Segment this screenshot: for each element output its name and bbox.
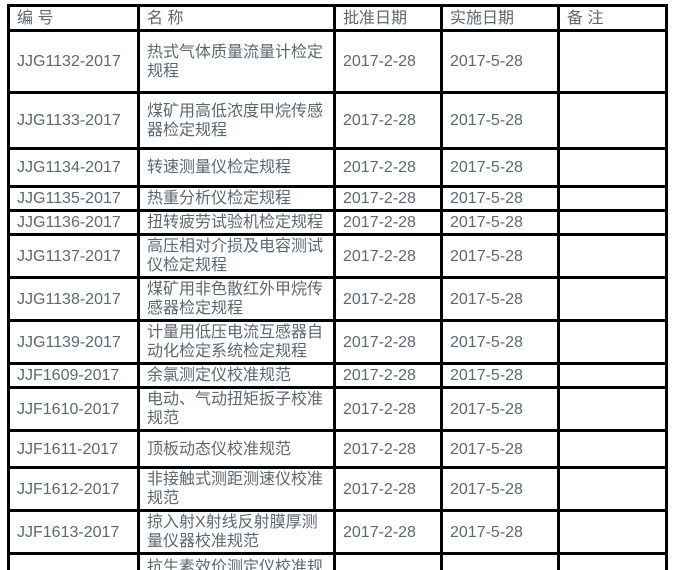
approval-date-cell: 2017-2-28 (333, 509, 443, 555)
code-cell: JJF1609-2017 (7, 362, 140, 389)
name-cell: 非接触式测距测速仪校准规范 (137, 466, 336, 512)
implementation-date-cell: 2017-5-28 (440, 276, 560, 322)
name-cell: 扭转疲劳试验机检定规程 (137, 209, 336, 236)
header-row: 编 号 名 称 批准日期 实施日期 备 注 (7, 4, 668, 32)
remark-cell (557, 552, 668, 570)
column-header-implementation-date: 实施日期 (440, 4, 560, 32)
approval-date-cell: 2017-2-28 (333, 209, 443, 236)
code-cell: JJG1135-2017 (7, 185, 140, 212)
implementation-date-cell: 2017-5-28 (440, 29, 560, 94)
remark-cell (557, 466, 668, 512)
table-row: JJG1133-2017 煤矿用高低浓度甲烷传感器检定规程 2017-2-28 … (7, 91, 668, 150)
table-row: JJG1136-2017 扭转疲劳试验机检定规程 2017-2-28 2017-… (7, 209, 668, 236)
table-row: JJG1135-2017 热重分析仪检定规程 2017-2-28 2017-5-… (7, 185, 668, 212)
table-row: JJG1139-2017 计量用低压电流互感器自动化检定系统检定规程 2017-… (7, 319, 668, 365)
table-row: JJF1611-2017 顶板动态仪校准规范 2017-2-28 2017-5-… (7, 429, 668, 469)
code-cell: JJF1614-2017 (7, 552, 140, 570)
remark-cell (557, 29, 668, 94)
approval-date-cell: 2017-2-28 (333, 319, 443, 365)
remark-cell (557, 209, 668, 236)
remark-cell (557, 429, 668, 469)
approval-date-cell: 2017-2-28 (333, 429, 443, 469)
column-header-name: 名 称 (137, 4, 336, 32)
remark-cell (557, 233, 668, 279)
name-cell: 转速测量仪检定规程 (137, 147, 336, 188)
name-cell: 煤矿用高低浓度甲烷传感器检定规程 (137, 91, 336, 150)
code-cell: JJG1136-2017 (7, 209, 140, 236)
name-cell: 顶板动态仪校准规范 (137, 429, 336, 469)
table-row: JJG1137-2017 高压相对介损及电容测试仪检定规程 2017-2-28 … (7, 233, 668, 279)
table-row: JJF1610-2017 电动、气动扭矩扳子校准规范 2017-2-28 201… (7, 386, 668, 432)
table-row: JJG1138-2017 煤矿用非色散红外甲烷传感器检定规程 2017-2-28… (7, 276, 668, 322)
implementation-date-cell: 2017-5-28 (440, 319, 560, 365)
approval-date-cell: 2017-2-28 (333, 362, 443, 389)
column-header-remark: 备 注 (557, 4, 668, 32)
code-cell: JJG1138-2017 (7, 276, 140, 322)
name-cell: 煤矿用非色散红外甲烷传感器检定规程 (137, 276, 336, 322)
name-cell: 热重分析仪检定规程 (137, 185, 336, 212)
table-row: JJF1613-2017 掠入射X射线反射膜厚测量仪器校准规范 2017-2-2… (7, 509, 668, 555)
name-cell: 计量用低压电流互感器自动化检定系统检定规程 (137, 319, 336, 365)
approval-date-cell: 2017-2-28 (333, 147, 443, 188)
approval-date-cell: 2017-2-28 (333, 552, 443, 570)
implementation-date-cell: 2017-5-28 (440, 362, 560, 389)
code-cell: JJF1611-2017 (7, 429, 140, 469)
standards-table: 编 号 名 称 批准日期 实施日期 备 注 JJG1132-2017 热式气体质… (7, 4, 668, 570)
code-cell: JJG1132-2017 (7, 29, 140, 94)
remark-cell (557, 276, 668, 322)
approval-date-cell: 2017-2-28 (333, 276, 443, 322)
implementation-date-cell: 2017-5-28 (440, 386, 560, 432)
implementation-date-cell: 2017-5-28 (440, 91, 560, 150)
column-header-approval-date: 批准日期 (333, 4, 443, 32)
table-body: JJG1132-2017 热式气体质量流量计检定规程 2017-2-28 201… (7, 29, 668, 570)
implementation-date-cell: 2017-5-28 (440, 429, 560, 469)
table-row: JJG1134-2017 转速测量仪检定规程 2017-2-28 2017-5-… (7, 147, 668, 188)
implementation-date-cell: 2017-5-28 (440, 552, 560, 570)
code-cell: JJF1610-2017 (7, 386, 140, 432)
name-cell: 高压相对介损及电容测试仪检定规程 (137, 233, 336, 279)
code-cell: JJG1134-2017 (7, 147, 140, 188)
code-cell: JJF1613-2017 (7, 509, 140, 555)
implementation-date-cell: 2017-5-28 (440, 233, 560, 279)
approval-date-cell: 2017-2-28 (333, 29, 443, 94)
table-header: 编 号 名 称 批准日期 实施日期 备 注 (7, 4, 668, 32)
implementation-date-cell: 2017-5-28 (440, 209, 560, 236)
name-cell: 热式气体质量流量计检定规程 (137, 29, 336, 94)
code-cell: JJG1139-2017 (7, 319, 140, 365)
approval-date-cell: 2017-2-28 (333, 185, 443, 212)
code-cell: JJF1612-2017 (7, 466, 140, 512)
table-row: JJF1609-2017 余氯测定仪校准规范 2017-2-28 2017-5-… (7, 362, 668, 389)
remark-cell (557, 362, 668, 389)
approval-date-cell: 2017-2-28 (333, 386, 443, 432)
remark-cell (557, 185, 668, 212)
approval-date-cell: 2017-2-28 (333, 91, 443, 150)
remark-cell (557, 147, 668, 188)
code-cell: JJG1137-2017 (7, 233, 140, 279)
table-row: JJF1614-2017 抗生素效价测定仪校准规范 2017-2-28 2017… (7, 552, 668, 570)
approval-date-cell: 2017-2-28 (333, 466, 443, 512)
implementation-date-cell: 2017-5-28 (440, 466, 560, 512)
table-row: JJF1612-2017 非接触式测距测速仪校准规范 2017-2-28 201… (7, 466, 668, 512)
approval-date-cell: 2017-2-28 (333, 233, 443, 279)
implementation-date-cell: 2017-5-28 (440, 185, 560, 212)
remark-cell (557, 386, 668, 432)
name-cell: 抗生素效价测定仪校准规范 (137, 552, 336, 570)
remark-cell (557, 91, 668, 150)
implementation-date-cell: 2017-5-28 (440, 509, 560, 555)
name-cell: 掠入射X射线反射膜厚测量仪器校准规范 (137, 509, 336, 555)
remark-cell (557, 509, 668, 555)
implementation-date-cell: 2017-5-28 (440, 147, 560, 188)
column-header-code: 编 号 (7, 4, 140, 32)
table-row: JJG1132-2017 热式气体质量流量计检定规程 2017-2-28 201… (7, 29, 668, 94)
name-cell: 余氯测定仪校准规范 (137, 362, 336, 389)
code-cell: JJG1133-2017 (7, 91, 140, 150)
remark-cell (557, 319, 668, 365)
name-cell: 电动、气动扭矩扳子校准规范 (137, 386, 336, 432)
